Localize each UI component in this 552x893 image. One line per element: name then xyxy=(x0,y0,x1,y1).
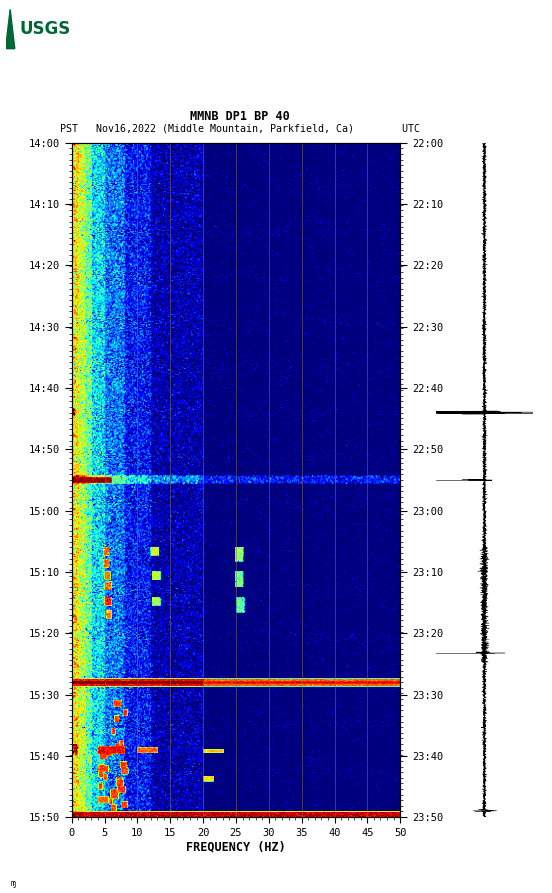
Text: MMNB DP1 BP 40: MMNB DP1 BP 40 xyxy=(190,110,290,123)
Text: ɱ: ɱ xyxy=(11,879,16,888)
Text: USGS: USGS xyxy=(19,20,71,38)
Text: PST   Nov16,2022 (Middle Mountain, Parkfield, Ca)        UTC: PST Nov16,2022 (Middle Mountain, Parkfie… xyxy=(60,124,420,134)
X-axis label: FREQUENCY (HZ): FREQUENCY (HZ) xyxy=(186,840,286,854)
Polygon shape xyxy=(6,10,15,48)
